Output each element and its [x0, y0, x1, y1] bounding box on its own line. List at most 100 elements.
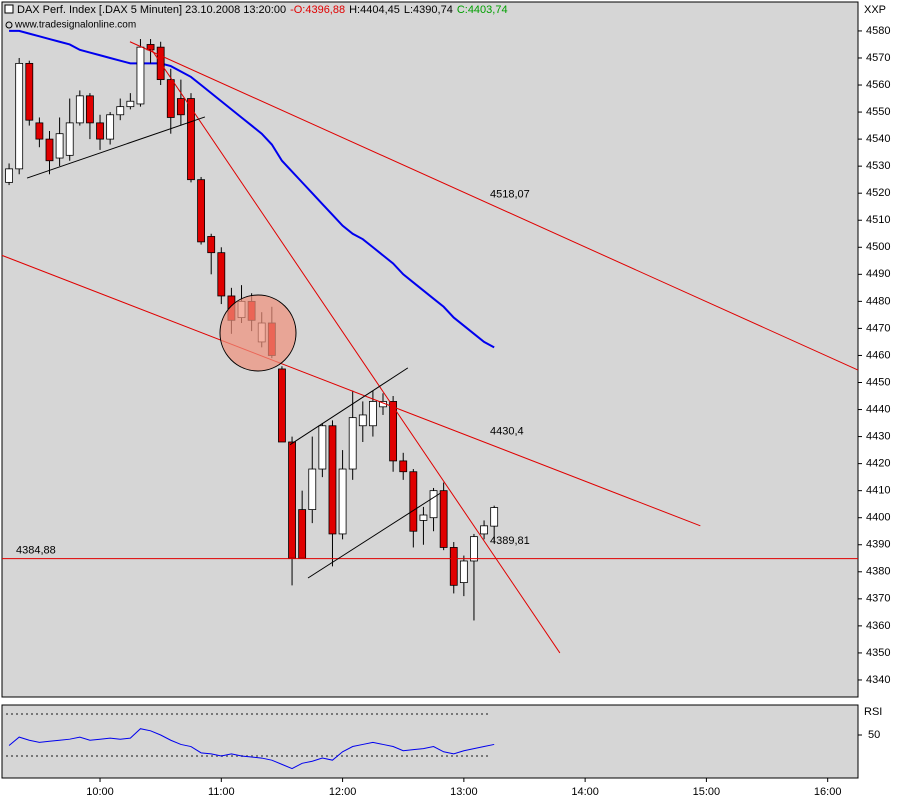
candle-body [459, 560, 468, 584]
y-tick-label: 4400 [866, 512, 890, 524]
y-tick-label: 4550 [866, 106, 890, 118]
y-tick-label: 4340 [866, 674, 890, 686]
candle-body [348, 417, 357, 470]
candle-body [116, 106, 125, 116]
rsi-panel [1, 704, 859, 779]
y-tick-label: 4580 [866, 25, 890, 37]
trendline [129, 41, 859, 371]
trendline [1, 254, 701, 527]
candle-body [439, 490, 448, 548]
candle-body [288, 441, 296, 559]
candle-body [328, 425, 337, 535]
trendline [26, 116, 206, 179]
candle-body [187, 98, 195, 181]
axis-label: XXP [864, 4, 886, 16]
candle-body [126, 100, 135, 108]
x-tick-label: 15:00 [693, 786, 721, 798]
x-tick-label: 12:00 [329, 786, 357, 798]
y-tick-label: 4560 [866, 79, 890, 91]
candle-body [419, 514, 428, 521]
x-tick-label: 16:00 [814, 786, 842, 798]
candle-body [338, 468, 347, 535]
candle-body [86, 95, 94, 124]
candle-body [368, 401, 377, 427]
candle-body [197, 179, 205, 243]
y-tick-label: 50 [868, 729, 880, 741]
candle-body [45, 138, 54, 162]
low-label: L:4390,74 [404, 4, 453, 16]
candle-body [308, 468, 317, 510]
y-tick-label: 4540 [866, 133, 890, 145]
candle-body [176, 98, 185, 116]
close-label: C:4403,74 [457, 4, 508, 16]
candle-body [399, 460, 408, 473]
y-tick-label: 4370 [866, 593, 890, 605]
y-tick-label: 4460 [866, 349, 890, 361]
y-tick-label: 4500 [866, 241, 890, 253]
header-title: DAX Perf. Index [.DAX 5 Minuten] 23.10.2… [17, 4, 286, 16]
watermark: www.tradesignalonline.com [14, 20, 136, 31]
candle-body [166, 79, 175, 118]
trendline [307, 492, 441, 579]
y-tick-label: 4380 [866, 566, 890, 578]
trendline-label: 4518,07 [490, 188, 530, 200]
y-tick-label: 4530 [866, 160, 890, 172]
trendline-label: 4430,4 [490, 425, 524, 437]
y-tick-label: 4570 [866, 52, 890, 64]
candle-body [480, 525, 488, 535]
header-icon [4, 4, 14, 14]
candle-body [15, 62, 24, 170]
candle-body [318, 425, 327, 470]
candle-body [298, 509, 307, 559]
candle-body [389, 401, 398, 462]
trendline [289, 367, 409, 446]
candle-body [409, 471, 418, 532]
candle-body [278, 368, 286, 443]
candle-body [449, 547, 458, 586]
candle-body [75, 95, 84, 124]
y-tick-label: 4470 [866, 322, 890, 334]
y-tick-label: 4360 [866, 620, 890, 632]
moving-average [9, 29, 495, 349]
x-tick-label: 10:00 [86, 786, 114, 798]
trendline [149, 46, 561, 654]
y-tick-label: 4450 [866, 376, 890, 388]
y-tick-label: 4390 [866, 539, 890, 551]
main-panel [1, 1, 859, 698]
x-tick-label: 13:00 [450, 786, 478, 798]
header: DAX Perf. Index [.DAX 5 Minuten] 23.10.2… [17, 4, 508, 16]
candle-body [35, 122, 44, 140]
candle-body [5, 168, 13, 183]
candle-body [207, 236, 216, 254]
candle-body [429, 490, 438, 519]
high-label: H:4404,45 [349, 4, 400, 16]
candle-body [106, 114, 115, 140]
candle-body [136, 46, 145, 105]
candle-body [55, 133, 64, 159]
candle-body [490, 507, 499, 527]
y-tick-label: 4440 [866, 403, 890, 415]
trendline-label: 4389,81 [490, 535, 530, 547]
candle-body [65, 122, 74, 156]
y-tick-label: 4520 [866, 187, 890, 199]
candle-body [96, 122, 104, 140]
candle-body [470, 536, 478, 562]
highlight-circle [219, 294, 297, 372]
candle-body [217, 252, 226, 297]
y-tick-label: 4410 [866, 485, 890, 497]
candle-body [146, 44, 155, 51]
watermark-icon [5, 21, 13, 29]
y-tick-label: 4510 [866, 214, 890, 226]
y-tick-label: 4420 [866, 458, 890, 470]
y-tick-label: 4350 [866, 647, 890, 659]
x-tick-label: 11:00 [208, 786, 235, 798]
y-tick-label: 4480 [866, 295, 890, 307]
open-label: -O:4396,88 [290, 4, 345, 16]
trendline-label: 4384,88 [16, 545, 56, 557]
x-tick-label: 14:00 [571, 786, 599, 798]
candle-body [358, 414, 367, 427]
candle-body [25, 62, 34, 121]
rsi-line [8, 728, 495, 770]
rsi-title: RSI [864, 706, 882, 718]
